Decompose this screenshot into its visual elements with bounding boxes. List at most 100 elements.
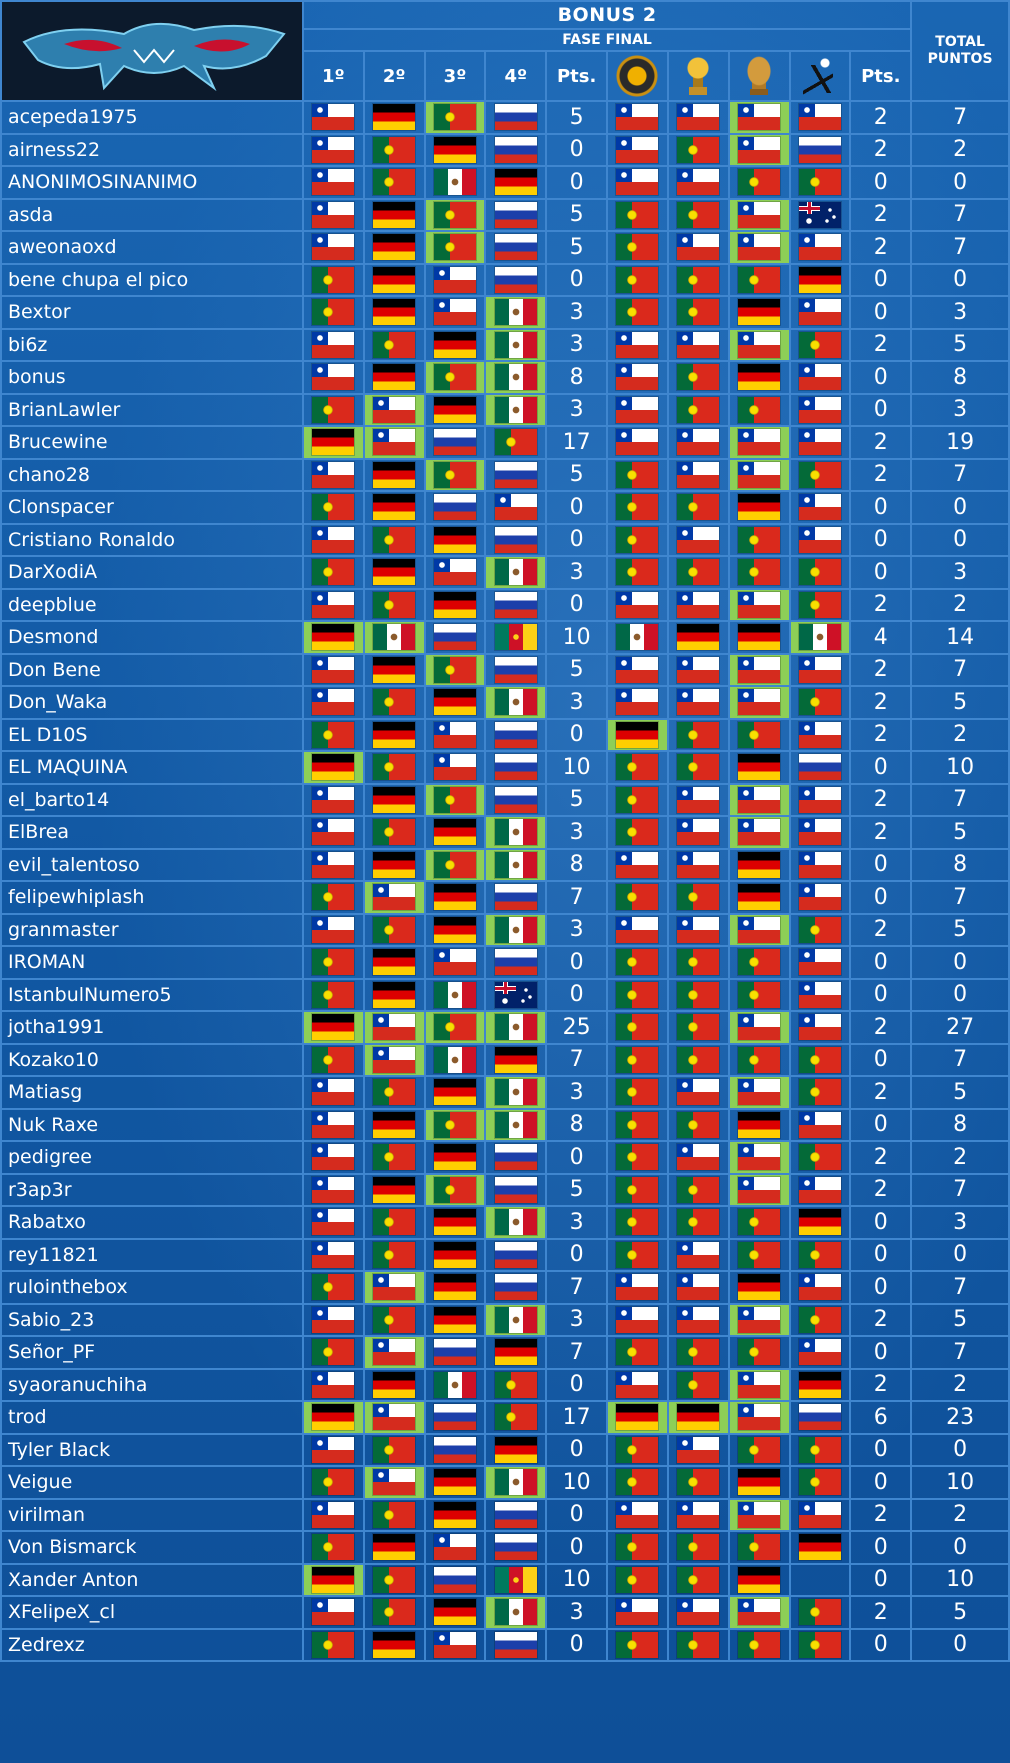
player-row: bonus 8 0 8 xyxy=(0,360,1010,395)
place-pick xyxy=(301,555,365,590)
flag-pt-icon xyxy=(312,1046,355,1073)
place-pick-correct xyxy=(423,847,487,882)
bonus-pick xyxy=(606,1335,669,1370)
bonus-pick xyxy=(788,262,852,297)
place-pick-correct xyxy=(484,1075,548,1110)
player-row: rulointhebox 7 0 7 xyxy=(0,1270,1010,1305)
flag-au-icon xyxy=(494,981,537,1008)
flag-pt-icon xyxy=(312,884,355,911)
bonus-pick xyxy=(666,815,730,850)
bonus-pick xyxy=(666,1302,730,1337)
flag-de-icon xyxy=(434,1306,477,1333)
flag-pt-icon xyxy=(494,1404,537,1431)
flag-de-icon xyxy=(434,1469,477,1496)
flag-cl-icon xyxy=(312,234,355,261)
place-pick xyxy=(484,1042,548,1077)
flag-pt-icon xyxy=(373,689,416,716)
flag-cl-icon xyxy=(677,429,720,456)
bonus-pick xyxy=(788,327,852,362)
place-pick-correct xyxy=(484,1465,548,1500)
player-name: ANONIMOSINANIMO xyxy=(0,165,304,200)
flag-cl-icon xyxy=(616,331,659,358)
player-row: asda 5 2 7 xyxy=(0,197,1010,232)
flag-de-icon xyxy=(616,1404,659,1431)
place-points: 10 xyxy=(545,1562,609,1597)
bonus-pick-correct xyxy=(788,620,852,655)
flag-de-icon xyxy=(798,1371,841,1398)
bonus-points: 0 xyxy=(849,750,913,785)
bonus-pick xyxy=(666,977,730,1012)
player-name: Veigue xyxy=(0,1465,304,1500)
place-pick xyxy=(484,1497,548,1532)
flag-de-icon xyxy=(373,234,416,261)
place-pick xyxy=(423,685,487,720)
player-row: Zedrexz 0 0 0 xyxy=(0,1627,1010,1662)
place-points: 0 xyxy=(545,1140,609,1175)
flag-cl-icon xyxy=(616,1599,659,1626)
total-points: 0 xyxy=(910,977,1010,1012)
flag-de-icon xyxy=(738,1566,781,1593)
place-pick xyxy=(301,490,365,525)
bonus-points: 0 xyxy=(849,1465,913,1500)
flag-pt-icon xyxy=(798,591,841,618)
player-name: felipewhiplash xyxy=(0,880,304,915)
place-pick xyxy=(362,1140,426,1175)
bonus-pick xyxy=(606,1367,669,1402)
total-points: 7 xyxy=(910,1172,1010,1207)
total-points: 0 xyxy=(910,522,1010,557)
flag-cl-icon xyxy=(677,234,720,261)
place-points: 3 xyxy=(545,685,609,720)
place-pick xyxy=(301,1335,365,1370)
flag-pt-icon xyxy=(738,949,781,976)
flag-cl-icon xyxy=(677,461,720,488)
bonus-pick xyxy=(727,360,791,395)
flag-pt-icon xyxy=(312,396,355,423)
flag-pt-icon xyxy=(312,1274,355,1301)
flag-cl-icon xyxy=(677,1501,720,1528)
col-first: 1º xyxy=(301,50,365,102)
place-pick-correct xyxy=(484,295,548,330)
bonus-points: 0 xyxy=(849,847,913,882)
flag-cl-icon xyxy=(677,1274,720,1301)
flag-de-icon xyxy=(312,1014,355,1041)
total-points: 0 xyxy=(910,490,1010,525)
flag-pt-icon xyxy=(677,1209,720,1236)
bonus-points: 2 xyxy=(849,1595,913,1630)
flag-cl-icon xyxy=(798,494,841,521)
bonus-pick-correct xyxy=(727,230,791,265)
player-name: IROMAN xyxy=(0,945,304,980)
place-pick xyxy=(301,132,365,167)
flag-de-icon xyxy=(494,1436,537,1463)
place-pick xyxy=(484,1270,548,1305)
flag-de-icon xyxy=(738,1274,781,1301)
flag-cl-icon xyxy=(312,1501,355,1528)
place-pick xyxy=(362,522,426,557)
place-pick-correct xyxy=(484,360,548,395)
bonus-title: BONUS 2 xyxy=(301,0,913,30)
player-name: DarXodiA xyxy=(0,555,304,590)
place-pick xyxy=(423,392,487,427)
place-pick xyxy=(362,1237,426,1272)
place-pick xyxy=(484,230,548,265)
flag-pt-icon xyxy=(616,526,659,553)
flag-de-icon xyxy=(373,299,416,326)
bonus-pick xyxy=(727,1627,791,1662)
flag-cl-icon xyxy=(434,754,477,781)
flag-ru-icon xyxy=(494,1241,537,1268)
place-pick xyxy=(301,1302,365,1337)
flag-de-icon xyxy=(373,364,416,391)
flag-ru-icon xyxy=(494,1501,537,1528)
flag-mx-icon xyxy=(494,1209,537,1236)
player-name: Brucewine xyxy=(0,425,304,460)
place-pick-correct xyxy=(484,1107,548,1142)
bonus-pick xyxy=(666,1205,730,1240)
bonus-points: 4 xyxy=(849,620,913,655)
place-pick-correct xyxy=(423,197,487,232)
flag-cl-icon xyxy=(616,169,659,196)
flag-pt-icon xyxy=(677,754,720,781)
bonus-pick xyxy=(666,1042,730,1077)
flag-de-icon xyxy=(434,1079,477,1106)
player-name: BrianLawler xyxy=(0,392,304,427)
player-row: Xander Anton 10 0 10 xyxy=(0,1562,1010,1597)
